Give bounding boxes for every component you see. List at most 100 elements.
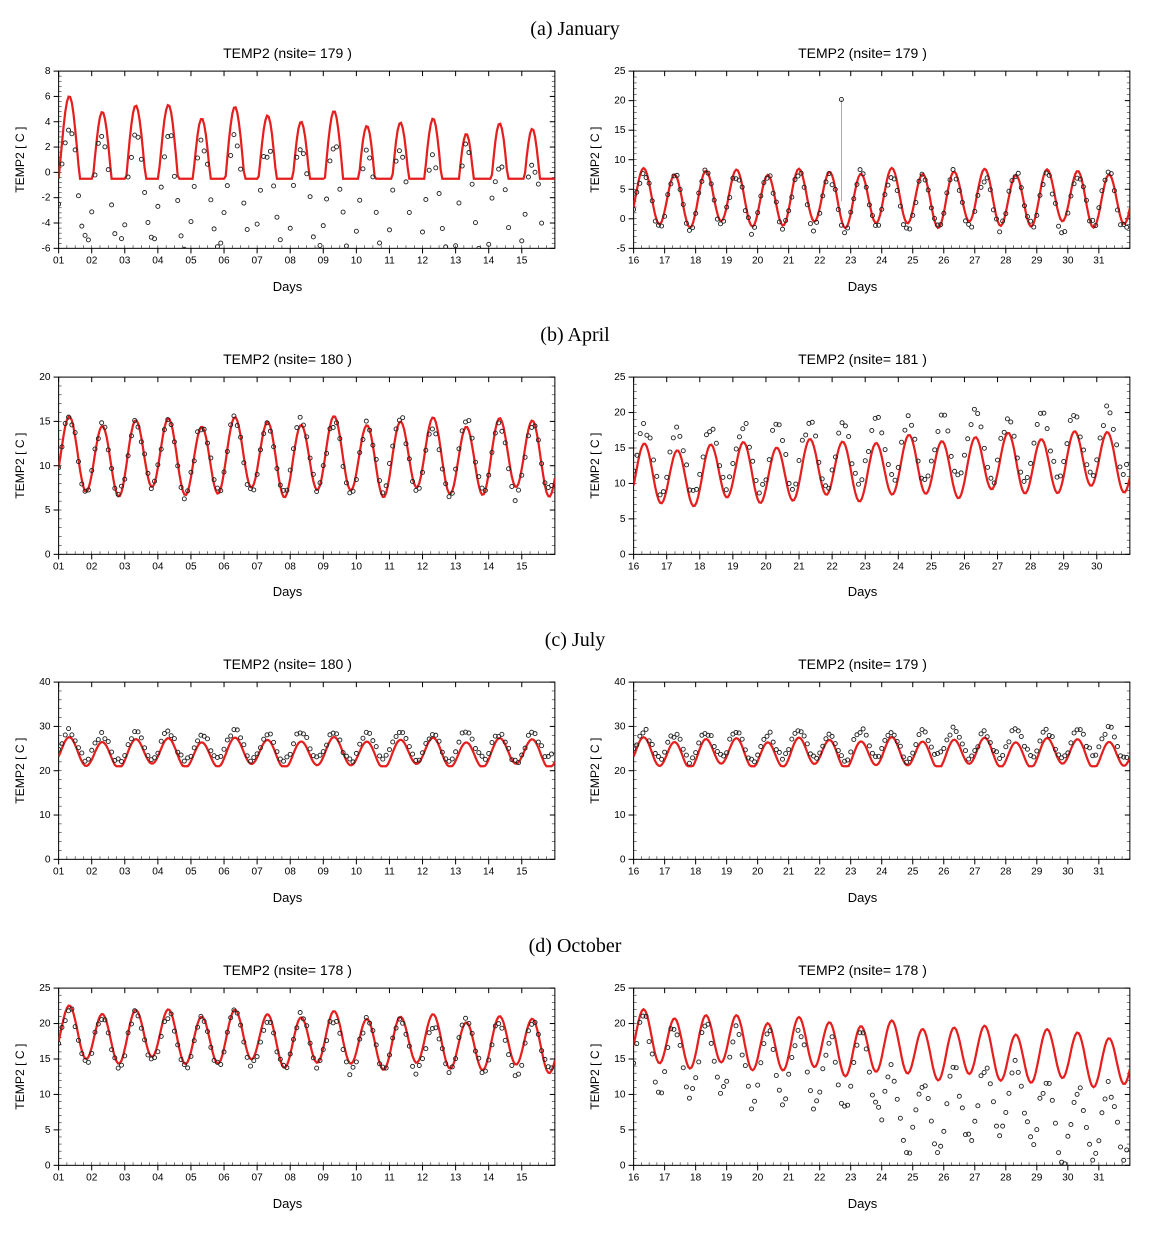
svg-text:05: 05 <box>185 867 197 878</box>
svg-text:10: 10 <box>39 810 51 821</box>
svg-text:22: 22 <box>814 867 826 878</box>
svg-text:-4: -4 <box>42 218 51 229</box>
svg-text:10: 10 <box>351 256 363 267</box>
svg-text:09: 09 <box>318 867 330 878</box>
svg-text:22: 22 <box>814 1173 826 1184</box>
svg-text:25: 25 <box>614 66 626 77</box>
svg-text:28: 28 <box>1025 561 1037 572</box>
svg-text:08: 08 <box>285 561 297 572</box>
row-label: (c) July <box>10 629 1140 652</box>
svg-text:04: 04 <box>152 561 164 572</box>
row-label: (b) April <box>10 324 1140 347</box>
svg-text:02: 02 <box>86 256 98 267</box>
svg-text:5: 5 <box>620 184 626 195</box>
svg-text:15: 15 <box>39 416 51 427</box>
svg-text:5: 5 <box>620 1125 626 1136</box>
svg-text:25: 25 <box>907 1173 919 1184</box>
svg-text:25: 25 <box>926 561 938 572</box>
svg-text:25: 25 <box>614 372 626 383</box>
svg-text:TEMP2 [ C ]: TEMP2 [ C ] <box>588 127 602 193</box>
svg-text:15: 15 <box>614 1054 626 1065</box>
svg-text:07: 07 <box>251 1173 263 1184</box>
svg-text:30: 30 <box>1091 561 1103 572</box>
svg-text:25: 25 <box>39 983 51 994</box>
svg-text:24: 24 <box>876 256 888 267</box>
svg-text:10: 10 <box>351 1173 363 1184</box>
svg-text:TEMP2 [ C ]: TEMP2 [ C ] <box>588 1044 602 1110</box>
svg-text:40: 40 <box>614 678 626 689</box>
x-axis-label: Days <box>10 279 565 294</box>
svg-text:23: 23 <box>860 561 872 572</box>
chart-row: TEMP2 (nsite= 178 )051015202501020304050… <box>10 962 1140 1211</box>
x-axis-label: Days <box>585 890 1140 905</box>
x-axis-label: Days <box>585 1196 1140 1211</box>
svg-text:29: 29 <box>1031 256 1043 267</box>
svg-text:12: 12 <box>417 256 429 267</box>
svg-text:16: 16 <box>628 561 640 572</box>
svg-text:15: 15 <box>516 867 528 878</box>
svg-text:22: 22 <box>814 256 826 267</box>
svg-text:17: 17 <box>659 1173 671 1184</box>
svg-text:40: 40 <box>39 678 51 689</box>
svg-text:18: 18 <box>694 561 706 572</box>
chart-panel: TEMP2 (nsite= 178 )051015202501020304050… <box>10 962 565 1211</box>
svg-text:29: 29 <box>1058 561 1070 572</box>
svg-text:01: 01 <box>53 1173 65 1184</box>
svg-text:-6: -6 <box>42 243 51 254</box>
svg-text:01: 01 <box>53 867 65 878</box>
svg-text:01: 01 <box>53 561 65 572</box>
svg-text:24: 24 <box>876 867 888 878</box>
svg-text:30: 30 <box>1062 867 1074 878</box>
chart-panel: TEMP2 (nsite= 179 )-6-4-2024680102030405… <box>10 45 565 294</box>
svg-text:04: 04 <box>152 867 164 878</box>
svg-text:30: 30 <box>1062 1173 1074 1184</box>
svg-text:18: 18 <box>690 1173 702 1184</box>
svg-text:21: 21 <box>783 256 795 267</box>
svg-text:5: 5 <box>620 514 626 525</box>
x-axis-label: Days <box>10 584 565 599</box>
svg-text:02: 02 <box>86 1173 98 1184</box>
svg-text:07: 07 <box>251 561 263 572</box>
svg-text:0: 0 <box>620 855 626 866</box>
svg-text:17: 17 <box>659 867 671 878</box>
x-axis-label: Days <box>10 890 565 905</box>
svg-text:03: 03 <box>119 256 131 267</box>
svg-text:15: 15 <box>516 256 528 267</box>
svg-text:5: 5 <box>45 505 51 516</box>
svg-text:10: 10 <box>351 561 363 572</box>
svg-text:17: 17 <box>661 561 673 572</box>
svg-text:10: 10 <box>39 1090 51 1101</box>
svg-text:20: 20 <box>39 766 51 777</box>
svg-text:0: 0 <box>620 1160 626 1171</box>
svg-text:26: 26 <box>938 1173 950 1184</box>
svg-text:09: 09 <box>318 561 330 572</box>
chart-title: TEMP2 (nsite= 179 ) <box>585 45 1140 61</box>
svg-text:08: 08 <box>285 256 297 267</box>
svg-text:23: 23 <box>845 256 857 267</box>
svg-text:09: 09 <box>318 1173 330 1184</box>
svg-text:29: 29 <box>1031 867 1043 878</box>
svg-text:26: 26 <box>959 561 971 572</box>
svg-text:20: 20 <box>39 1019 51 1030</box>
svg-text:10: 10 <box>351 867 363 878</box>
svg-text:20: 20 <box>614 766 626 777</box>
chart-title: TEMP2 (nsite= 181 ) <box>585 351 1140 367</box>
svg-text:13: 13 <box>450 867 462 878</box>
svg-text:24: 24 <box>876 1173 888 1184</box>
svg-text:06: 06 <box>218 561 230 572</box>
svg-text:0: 0 <box>620 549 626 560</box>
svg-text:11: 11 <box>384 561 395 572</box>
svg-text:10: 10 <box>614 155 626 166</box>
chart-panel: TEMP2 (nsite= 181 )051015202516171819202… <box>585 351 1140 600</box>
svg-text:13: 13 <box>450 1173 462 1184</box>
svg-text:03: 03 <box>119 1173 131 1184</box>
svg-text:TEMP2 [ C ]: TEMP2 [ C ] <box>13 127 27 193</box>
svg-text:11: 11 <box>384 867 395 878</box>
svg-text:04: 04 <box>152 256 164 267</box>
row-label: (a) January <box>10 18 1140 41</box>
svg-text:13: 13 <box>450 256 462 267</box>
chart-svg: 05101520010203040506070809101112131415TE… <box>10 369 565 583</box>
svg-text:11: 11 <box>384 1173 395 1184</box>
svg-text:14: 14 <box>483 867 495 878</box>
svg-text:20: 20 <box>752 867 764 878</box>
